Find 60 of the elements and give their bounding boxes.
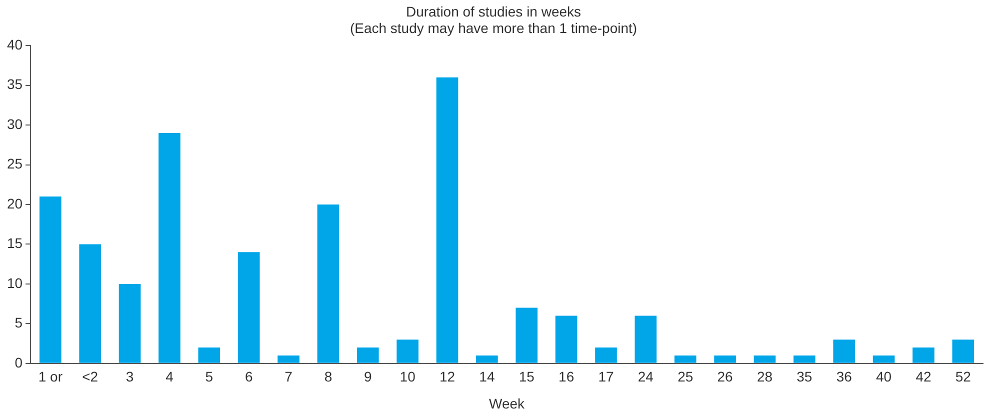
x-tick-label: 3: [126, 368, 134, 385]
x-tick-label: 5: [205, 368, 214, 385]
bar: [79, 244, 102, 363]
bar: [118, 284, 141, 363]
bar: [595, 348, 617, 363]
bar: [396, 340, 418, 363]
x-tick-label: 52: [955, 368, 972, 385]
text: (Each study may have more than 1 time-point): [350, 20, 638, 36]
x-tick-label: 6: [244, 368, 253, 385]
bar: [754, 355, 776, 363]
bar: [912, 348, 934, 363]
x-tick-label: 42: [916, 368, 932, 385]
x-tick-label: 25: [678, 368, 694, 385]
bar: [952, 340, 974, 363]
bar: [833, 340, 856, 363]
bar: [794, 355, 816, 363]
x-tick-label: 1 or: [38, 368, 63, 385]
bar: [40, 196, 62, 363]
x-tick-label: <2: [82, 368, 98, 385]
x-tick-label: 26: [717, 368, 734, 385]
bar: [674, 355, 696, 363]
bar: [238, 252, 260, 363]
bar: [317, 204, 340, 363]
x-tick-label: 8: [324, 368, 332, 385]
bar: [516, 308, 538, 363]
y-tick-label: 40: [6, 36, 23, 52]
bar: [278, 355, 300, 363]
x-tick-label: 35: [796, 368, 812, 385]
x-tick-label: 28: [756, 368, 773, 385]
x-tick-label: 14: [479, 368, 495, 385]
bar: [555, 316, 578, 363]
bar: [872, 355, 895, 363]
x-axis-title: Week: [489, 395, 526, 412]
bar: [158, 132, 180, 363]
y-tick-label: 35: [6, 76, 23, 92]
x-tick-label: 17: [598, 368, 614, 385]
x-tick-label: 9: [364, 368, 372, 385]
y-tick-label: 15: [6, 235, 23, 252]
x-tick-label: 4: [166, 368, 174, 385]
bar: [634, 316, 657, 363]
x-tick-label: 36: [836, 368, 852, 385]
x-tick-label: 24: [638, 368, 654, 385]
y-tick-label: 25: [6, 156, 23, 172]
x-tick-label: 12: [439, 368, 456, 385]
y-tick-label: 5: [14, 314, 23, 331]
x-tick-label: 10: [400, 368, 416, 385]
y-tick-label: 0: [14, 354, 23, 370]
x-tick-label: 15: [518, 368, 535, 385]
y-tick-label: 10: [6, 274, 23, 291]
y-tick-label: 20: [6, 195, 23, 212]
text: Duration of studies in weeks: [406, 3, 582, 20]
x-tick-label: 7: [284, 368, 293, 385]
x-tick-label: 16: [558, 368, 574, 385]
bar: [356, 348, 379, 363]
bar: [436, 77, 458, 363]
x-tick-label: 40: [876, 368, 892, 385]
bar: [476, 355, 498, 363]
y-tick-label: 30: [6, 116, 23, 132]
bar: [714, 355, 736, 363]
bar: [198, 348, 220, 363]
